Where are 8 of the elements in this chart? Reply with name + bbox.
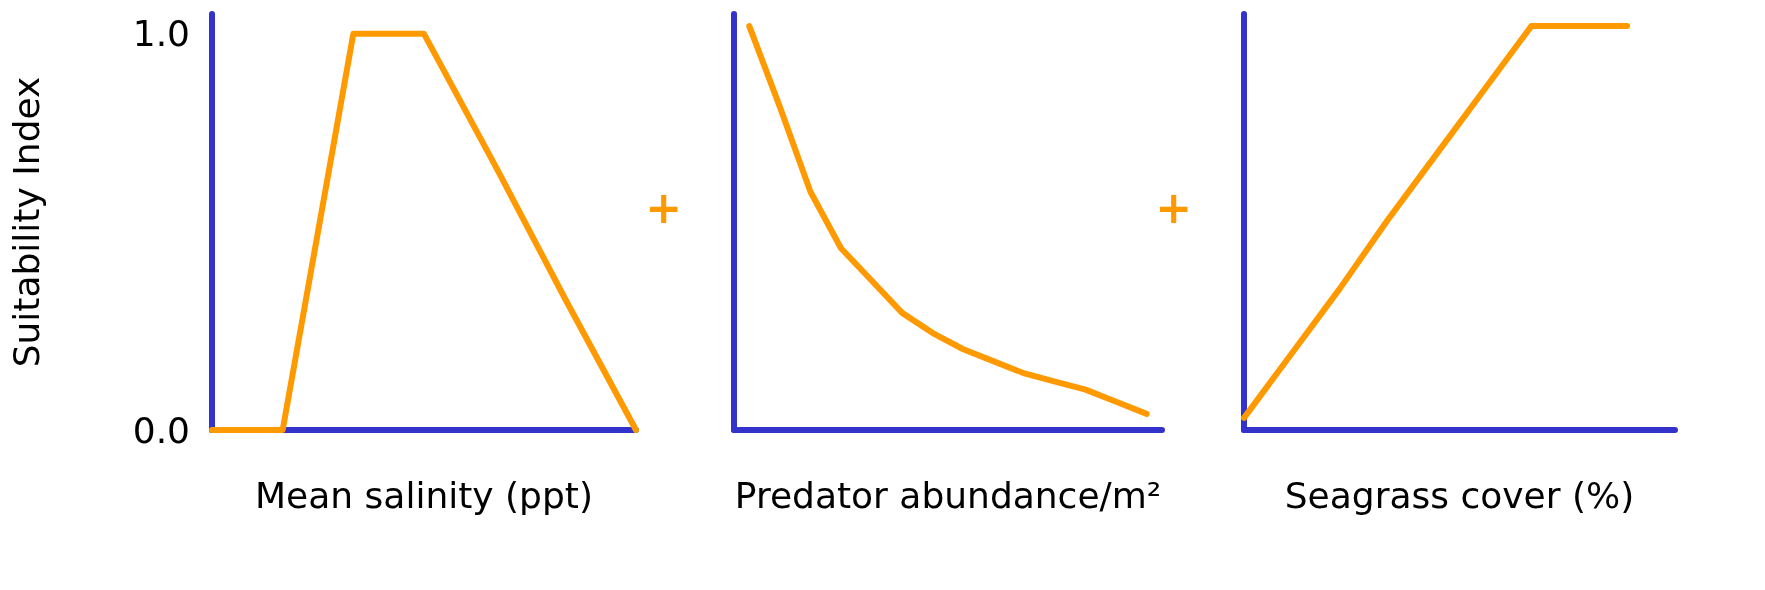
y-tick-label: 0.0	[132, 409, 190, 451]
x-axis-title: Predator abundance/m²	[734, 474, 1162, 516]
annotation: +	[1155, 181, 1193, 233]
y-tick-label: 1.0	[132, 13, 190, 55]
x-axis-title: Seagrass cover (%)	[1284, 474, 1635, 516]
y-axis-title: Suitability Index	[5, 76, 47, 368]
x-axis-title: Mean salinity (ppt)	[255, 474, 593, 516]
text: +	[645, 181, 683, 233]
